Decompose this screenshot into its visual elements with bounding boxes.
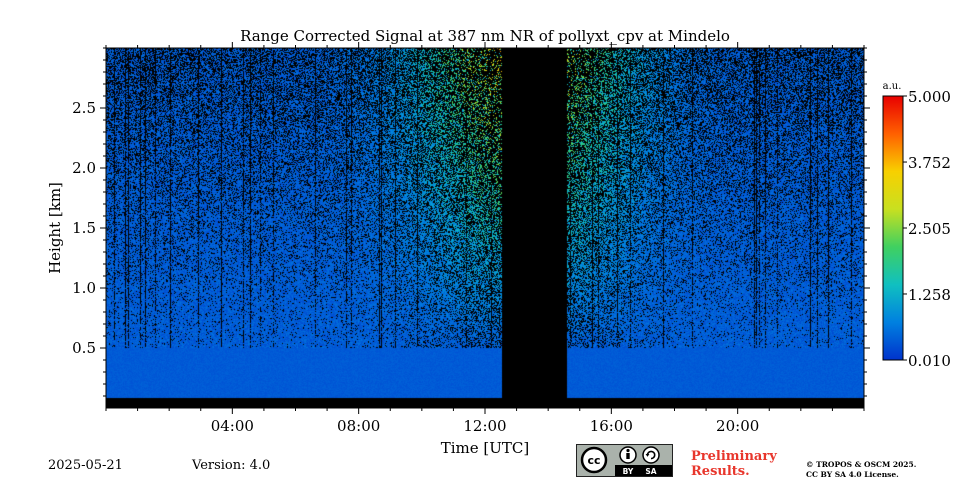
x-tick-label: 16:00 [590, 417, 633, 435]
colorbar-tick-label: 2.505 [908, 220, 951, 238]
copyright-line-1: © TROPOS & OSCM 2025. [806, 460, 917, 469]
x-tick-label: 20:00 [716, 417, 759, 435]
date-label: 2025-05-21 [48, 458, 123, 473]
preliminary-line-2: Results. [691, 464, 750, 479]
y-tick-label: 2.5 [72, 99, 96, 117]
x-axis: 04:00 08:00 12:00 16:00 20:00 [105, 42, 865, 435]
y-tick-label: 1.5 [72, 219, 96, 237]
colorbar-tick-label: 5.000 [908, 88, 951, 106]
x-tick-label: 12:00 [463, 417, 506, 435]
x-tick-label: 04:00 [211, 417, 254, 435]
colorbar: 5.000 3.752 2.505 1.258 0.010 [882, 88, 951, 370]
sa-text: SA [645, 467, 656, 476]
y-tick-label: 0.5 [72, 339, 96, 357]
colorbar-tick-label: 3.752 [908, 154, 951, 172]
chart-title: Range Corrected Signal at 387 nm NR of p… [240, 27, 730, 45]
y-tick-label: 2.0 [72, 159, 96, 177]
cc-logo-icon: cc BY SA [577, 445, 672, 476]
copyright-line-2: CC BY SA 4.0 License. [806, 470, 899, 479]
x-tick-label: 08:00 [337, 417, 380, 435]
version-label: Version: 4.0 [192, 458, 271, 473]
colorbar-gradient [882, 95, 904, 361]
preliminary-results-note: Preliminary Results. [691, 449, 777, 479]
sa-icon [642, 446, 660, 464]
heatmap-plot [106, 48, 864, 408]
y-axis: 0.5 1.0 1.5 2.0 2.5 [72, 47, 870, 397]
preliminary-line-1: Preliminary [691, 449, 777, 464]
y-tick-label: 1.0 [72, 279, 96, 297]
copyright-note: © TROPOS & OSCM 2025. CC BY SA 4.0 Licen… [806, 460, 916, 480]
colorbar-tick-label: 1.258 [908, 286, 951, 304]
x-axis-label: Time [UTC] [441, 439, 530, 457]
y-axis-label: Height [km] [46, 182, 64, 274]
by-text: BY [623, 467, 634, 476]
cc-license-badge[interactable]: cc BY SA [576, 444, 673, 477]
heatmap-image [106, 48, 864, 408]
colorbar-unit: a.u. [883, 81, 902, 92]
colorbar-tick-label: 0.010 [908, 352, 951, 370]
cc-text: cc [587, 454, 600, 467]
